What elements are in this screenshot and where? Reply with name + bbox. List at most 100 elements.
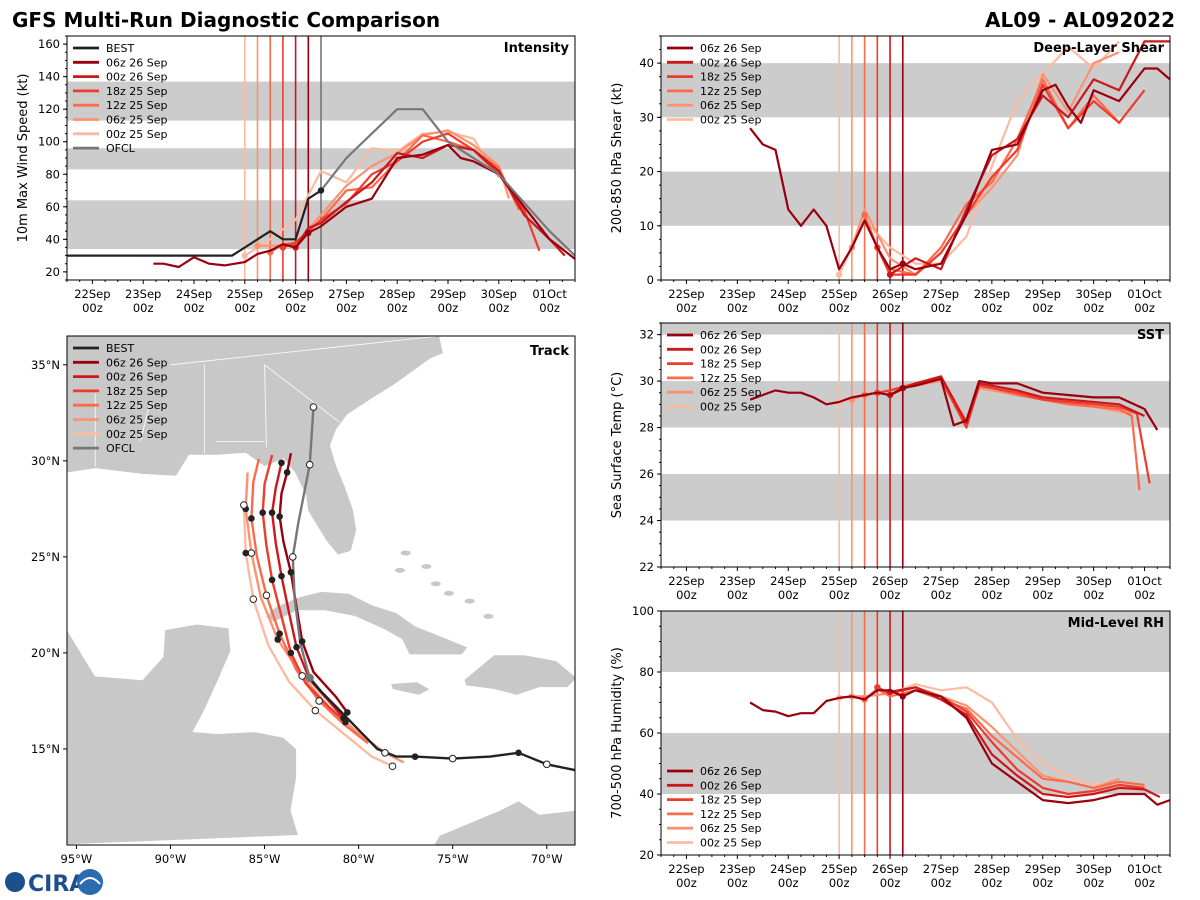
- track-legend-label: OFCL: [106, 442, 136, 455]
- intensity-xtick-label-hour: 00z: [184, 301, 205, 315]
- state-border: [139, 403, 151, 442]
- bahamas-island: [464, 598, 475, 604]
- rh-ytick-label: 80: [639, 665, 654, 679]
- shear-init-point: [899, 260, 906, 267]
- intensity-xtick-label-day: 27Sep: [328, 287, 364, 301]
- shear-xtick-label-hour: 00z: [982, 301, 1003, 315]
- track-point-0z: [274, 636, 282, 643]
- shear-xtick-label-hour: 00z: [829, 301, 850, 315]
- rh-legend-label: 06z 26 Sep: [700, 765, 762, 778]
- track-point-0z: [242, 549, 250, 557]
- sst-title: SST: [1137, 328, 1164, 343]
- bahamas-island: [430, 581, 441, 587]
- rh-legend-label: 12z 25 Sep: [700, 808, 762, 821]
- jamaica-land: [390, 681, 431, 696]
- shear-xtick-label-hour: 00z: [1083, 301, 1104, 315]
- rh-xtick-label-hour: 00z: [880, 876, 901, 890]
- rh-title: Mid-Level RH: [1068, 616, 1164, 631]
- track-point-12z: [309, 403, 318, 411]
- rh-xtick-label-hour: 00z: [778, 876, 799, 890]
- state-border: [170, 336, 440, 366]
- intensity-xtick-label-hour: 00z: [539, 301, 560, 315]
- intensity-init-point: [254, 242, 261, 250]
- shear-ylabel: 200-850 hPa Shear (kt): [610, 83, 625, 234]
- shear-legend-label: 06z 26 Sep: [700, 42, 762, 55]
- sst-xtick-label-day: 22Sep: [668, 574, 704, 588]
- intensity-ytick-label: 60: [45, 200, 60, 214]
- sst-plot-area: [661, 323, 1170, 567]
- track-point-12z: [240, 501, 248, 509]
- intensity-plot-area: [67, 36, 575, 280]
- sst-xtick-label-hour: 00z: [1134, 588, 1155, 602]
- rh-xtick-label-hour: 00z: [1134, 876, 1155, 890]
- intensity-xtick-label-day: 24Sep: [176, 287, 212, 301]
- track-point-0z: [287, 649, 295, 657]
- sst-xtick-label-hour: 00z: [676, 588, 697, 602]
- sst-xtick-label-day: 29Sep: [1025, 574, 1061, 588]
- track-point-12z: [315, 697, 323, 705]
- rh-xtick-label-day: 25Sep: [821, 862, 857, 876]
- track-point-0z: [268, 509, 276, 517]
- shear-series-run2: [876, 83, 1146, 276]
- shear-ytick-label: 0: [647, 273, 654, 287]
- rh-xtick-label-hour: 00z: [829, 876, 850, 890]
- shear-ytick-label: 10: [639, 219, 654, 233]
- sst-xtick-label-hour: 00z: [931, 588, 952, 602]
- intensity-xtick-label-hour: 00z: [336, 301, 357, 315]
- central-america-land: [67, 623, 299, 845]
- rh-series-run1: [889, 686, 1161, 799]
- rh-xtick-label-hour: 00z: [1083, 876, 1104, 890]
- rh-ytick-label: 100: [632, 604, 654, 618]
- shear-init-point: [835, 271, 843, 278]
- logo-text: CIRA: [28, 872, 86, 897]
- rh-init-point: [899, 693, 906, 700]
- rh-panel: 2040608010022Sep00z23Sep00z24Sep00z25Sep…: [610, 604, 1171, 890]
- intensity-series-run1: [294, 143, 566, 257]
- sst-legend-label: 06z 26 Sep: [700, 329, 762, 342]
- track-point-0z: [276, 630, 283, 638]
- track-point-0z: [278, 572, 285, 580]
- rh-xtick-label-day: 27Sep: [923, 862, 959, 876]
- bahamas-island: [421, 563, 432, 569]
- track-xtick-label: 90°W: [155, 852, 187, 866]
- sst-xtick-label-day: 26Sep: [872, 574, 908, 588]
- sst-legend-label: 06z 25 Sep: [700, 386, 762, 399]
- sst-legend-label: 00z 26 Sep: [700, 343, 762, 356]
- track-legend-label: BEST: [106, 342, 134, 355]
- intensity-ytick-label: 20: [45, 265, 60, 279]
- track-ytick-label: 20°N: [31, 646, 60, 660]
- sst-xtick-label-hour: 00z: [727, 588, 748, 602]
- track-point-12z: [388, 762, 397, 771]
- sst-xtick-label-day: 28Sep: [974, 574, 1010, 588]
- track-legend-label: 12z 25 Sep: [106, 399, 168, 412]
- track-title: Track: [530, 344, 569, 359]
- intensity-ytick-label: 80: [45, 167, 60, 181]
- intensity-ytick-label: 120: [38, 102, 60, 116]
- logo-wave-icon: [79, 877, 101, 885]
- intensity-xtick-label-day: 29Sep: [430, 287, 466, 301]
- rh-xtick-label-day: 22Sep: [668, 862, 704, 876]
- track-point-0z: [248, 515, 255, 522]
- track-point-12z: [249, 595, 258, 603]
- intensity-ytick-label: 140: [38, 70, 60, 84]
- intensity-xtick-label-day: 01Oct: [532, 287, 567, 301]
- track-legend-label: 06z 26 Sep: [106, 356, 168, 369]
- sst-legend-label: 12z 25 Sep: [700, 372, 762, 385]
- sst-xtick-label-day: 30Sep: [1075, 574, 1111, 588]
- shear-xtick-label-hour: 00z: [931, 301, 952, 315]
- rh-xtick-label-day: 26Sep: [872, 862, 908, 876]
- shear-xtick-label-hour: 00z: [676, 301, 697, 315]
- track-run2: [261, 454, 347, 723]
- intensity-xtick-label-day: 26Sep: [277, 287, 313, 301]
- rh-legend-label: 18z 25 Sep: [700, 794, 762, 807]
- shear-series-run0: [749, 67, 1170, 271]
- shear-legend-label: 00z 25 Sep: [700, 114, 762, 127]
- track-point-0z: [278, 459, 285, 467]
- track-ofcl: [291, 407, 315, 679]
- shear-init-point: [886, 271, 894, 278]
- state-border: [264, 364, 341, 423]
- logo-globe-icon: [5, 872, 25, 892]
- intensity-xtick-label-hour: 00z: [438, 301, 459, 315]
- sst-xtick-label-day: 24Sep: [770, 574, 806, 588]
